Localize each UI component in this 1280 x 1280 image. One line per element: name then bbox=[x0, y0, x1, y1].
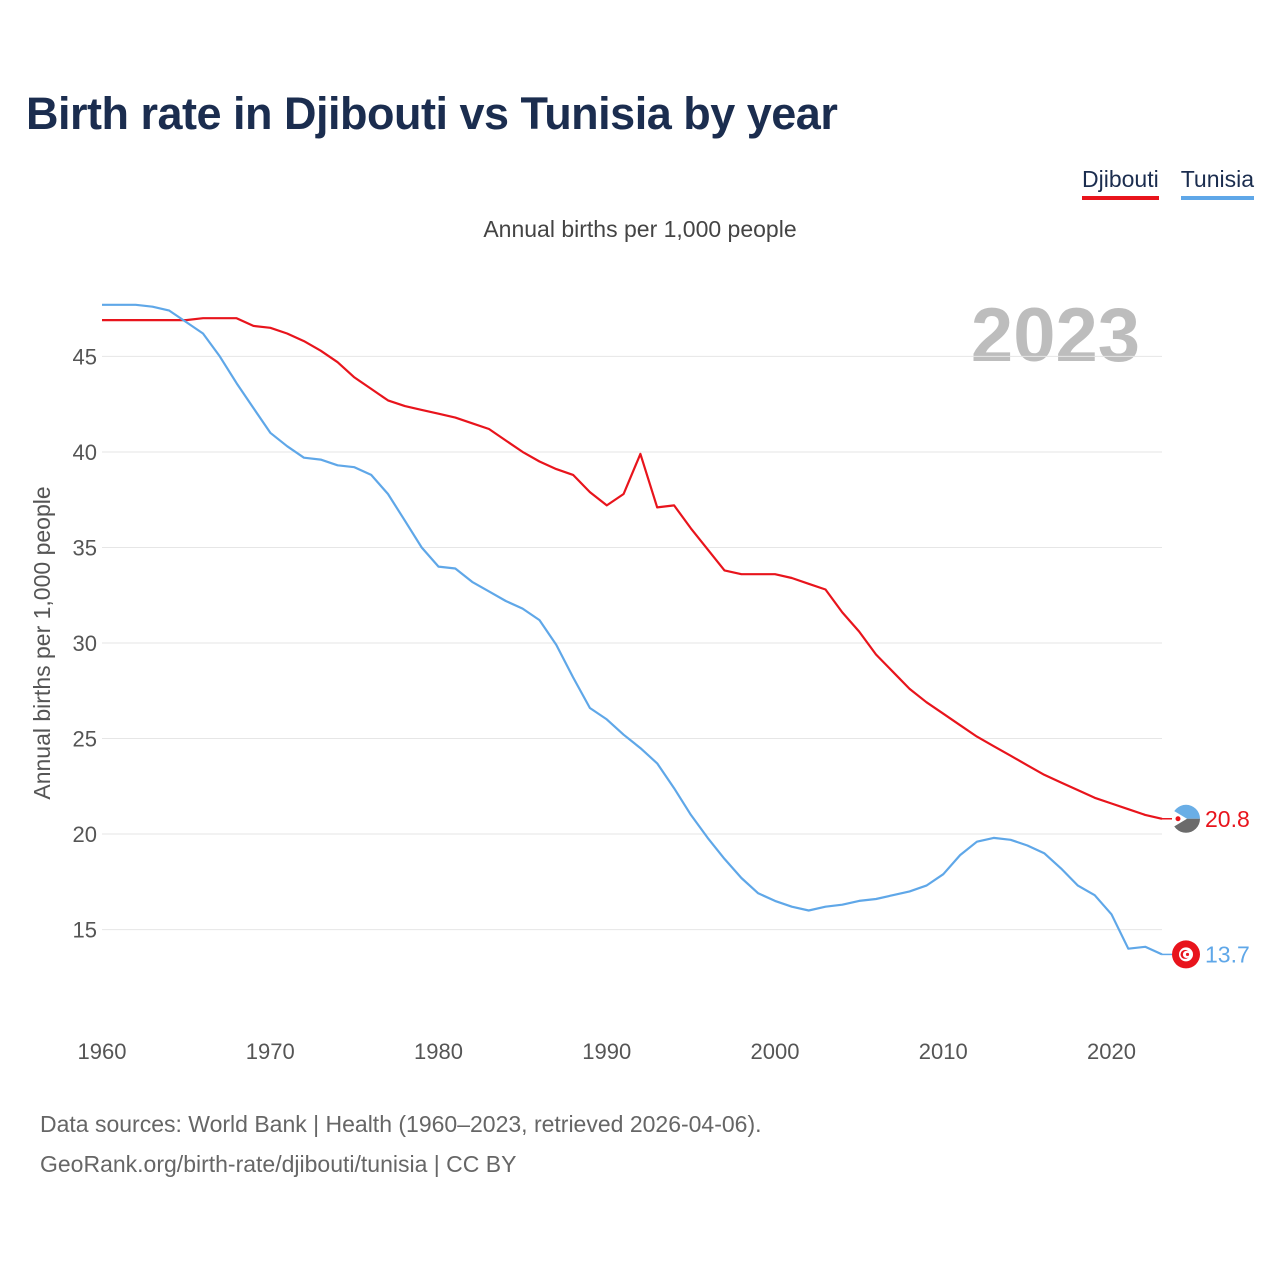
x-tick-label: 1960 bbox=[78, 1039, 127, 1064]
x-tick-label: 2010 bbox=[919, 1039, 968, 1064]
x-tick-label: 1990 bbox=[582, 1039, 631, 1064]
y-tick-label: 15 bbox=[73, 918, 97, 943]
x-tick-label: 2000 bbox=[751, 1039, 800, 1064]
x-tick-label: 1970 bbox=[246, 1039, 295, 1064]
y-tick-label: 40 bbox=[73, 440, 97, 465]
end-value-label-tunisia: 13.7 bbox=[1205, 941, 1250, 967]
y-tick-label: 25 bbox=[73, 727, 97, 752]
source-url-text: GeoRank.org/birth-rate/djibouti/tunisia … bbox=[40, 1151, 517, 1177]
y-tick-label: 20 bbox=[73, 822, 97, 847]
y-axis-label: Annual births per 1,000 people bbox=[29, 486, 55, 799]
tunisia-flag-icon bbox=[1172, 940, 1200, 969]
chart-title: Birth rate in Djibouti vs Tunisia by yea… bbox=[26, 88, 838, 139]
legend: Djibouti Tunisia bbox=[1081, 166, 1254, 200]
x-tick-label: 1980 bbox=[414, 1039, 463, 1064]
end-value-label-djibouti: 20.8 bbox=[1205, 806, 1250, 832]
legend-item-tunisia[interactable]: Tunisia bbox=[1180, 166, 1254, 200]
series-line-tunisia bbox=[102, 303, 1163, 956]
data-source-text: Data sources: World Bank | Health (1960–… bbox=[40, 1111, 762, 1137]
series-line-djibouti bbox=[102, 317, 1163, 820]
y-tick-label: 30 bbox=[73, 631, 97, 656]
year-label: 2023 bbox=[971, 293, 1140, 378]
y-tick-label: 35 bbox=[73, 535, 97, 560]
legend-item-djibouti[interactable]: Djibouti bbox=[1081, 166, 1159, 200]
chart-subtitle: Annual births per 1,000 people bbox=[483, 216, 797, 242]
x-tick-label: 2020 bbox=[1087, 1039, 1136, 1064]
y-tick-label: 45 bbox=[73, 344, 97, 369]
djibouti-flag-icon bbox=[1172, 804, 1200, 833]
footer: Data sources: World Bank | Health (1960–… bbox=[40, 1104, 762, 1184]
